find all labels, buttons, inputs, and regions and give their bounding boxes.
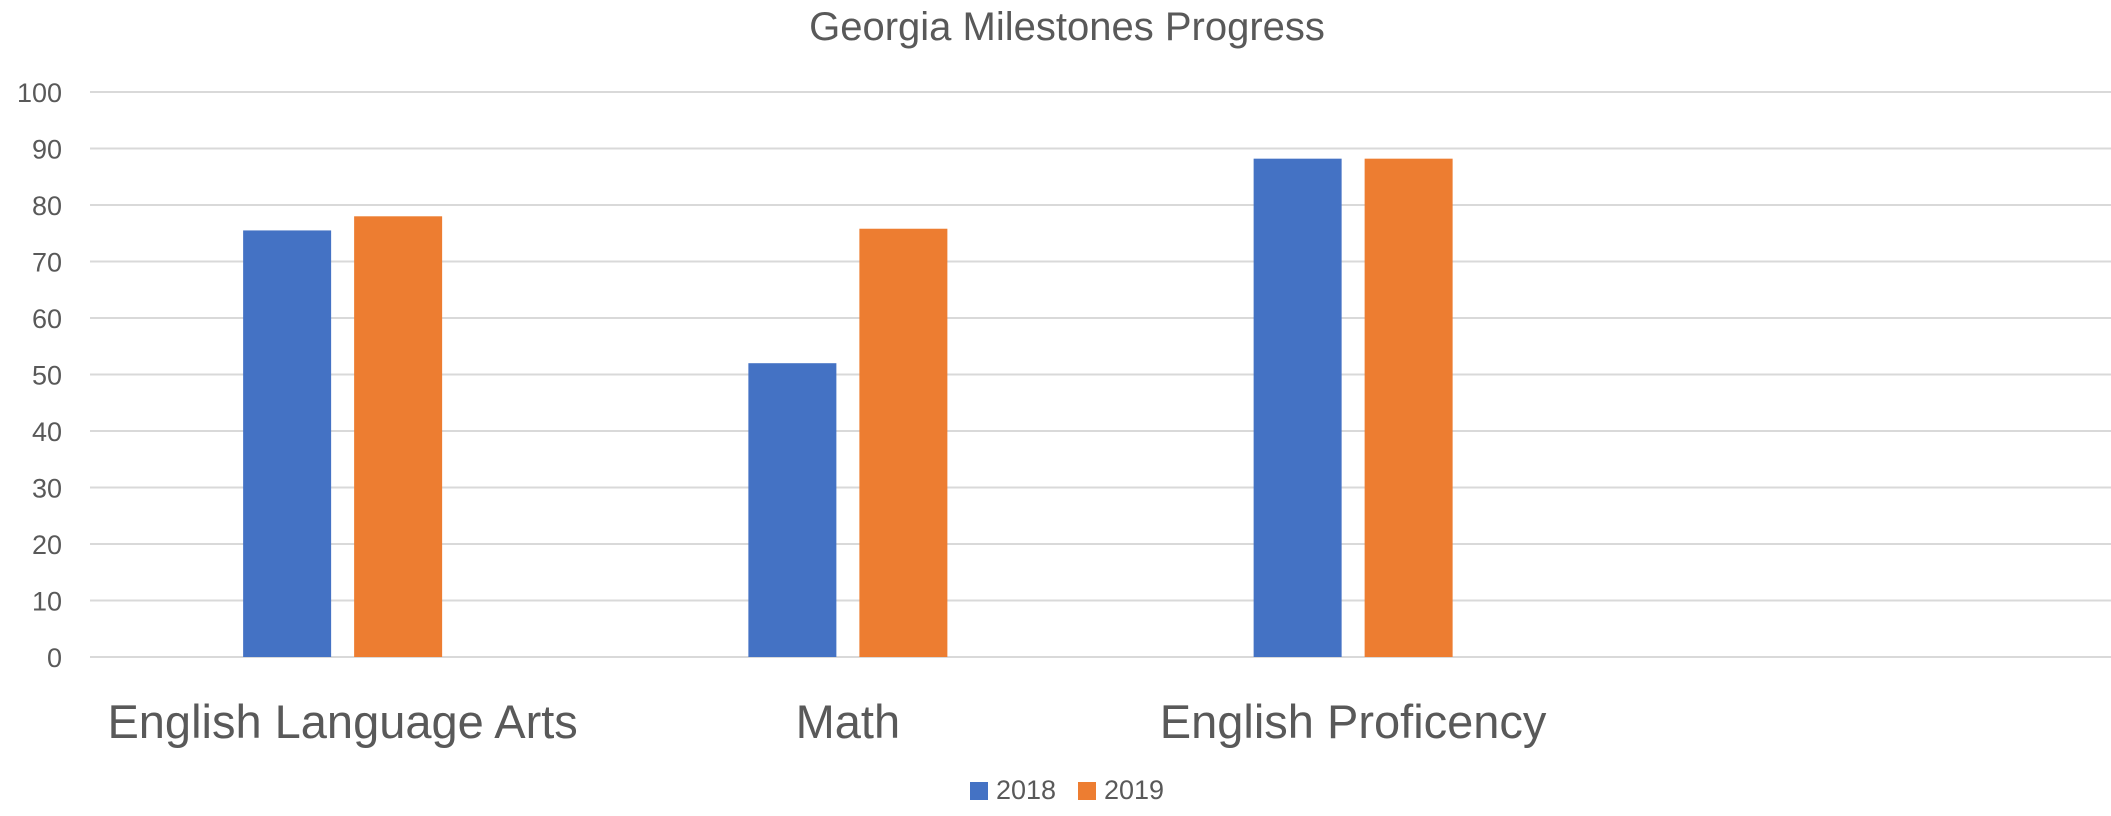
legend-label: 2018: [996, 775, 1056, 805]
y-tick-label: 70: [32, 248, 62, 278]
x-category-label: English Language Arts: [107, 695, 577, 748]
y-tick-label: 50: [32, 361, 62, 391]
y-tick-label: 60: [32, 304, 62, 334]
y-tick-label: 40: [32, 417, 62, 447]
y-tick-label: 10: [32, 587, 62, 617]
x-category-label: Math: [796, 695, 901, 748]
bar-2019: [354, 216, 443, 658]
legend-swatch: [970, 782, 988, 800]
legend-label: 2019: [1104, 775, 1164, 805]
y-tick-label: 80: [32, 191, 62, 221]
bar-2019: [859, 228, 948, 658]
chart-title: Georgia Milestones Progress: [809, 5, 1325, 49]
y-tick-label: 20: [32, 530, 62, 560]
bar-2018: [748, 363, 837, 657]
bar-2018: [1253, 158, 1342, 658]
bars: [243, 158, 1453, 658]
bar-2018: [243, 230, 332, 658]
y-tick-label: 30: [32, 474, 62, 504]
x-category-label: English Proficency: [1160, 695, 1547, 748]
legend: 2018 2019: [970, 775, 1164, 805]
y-tick-label: 100: [17, 78, 62, 108]
y-tick-label: 90: [32, 135, 62, 165]
legend-swatch: [1078, 782, 1096, 800]
y-tick-label: 0: [47, 643, 62, 673]
x-axis: English Language Arts Math English Profice…: [107, 695, 1546, 748]
y-axis: 0 10 20 30 40 50 60 70 80 90 100: [17, 78, 62, 673]
bar-2019: [1364, 158, 1453, 658]
